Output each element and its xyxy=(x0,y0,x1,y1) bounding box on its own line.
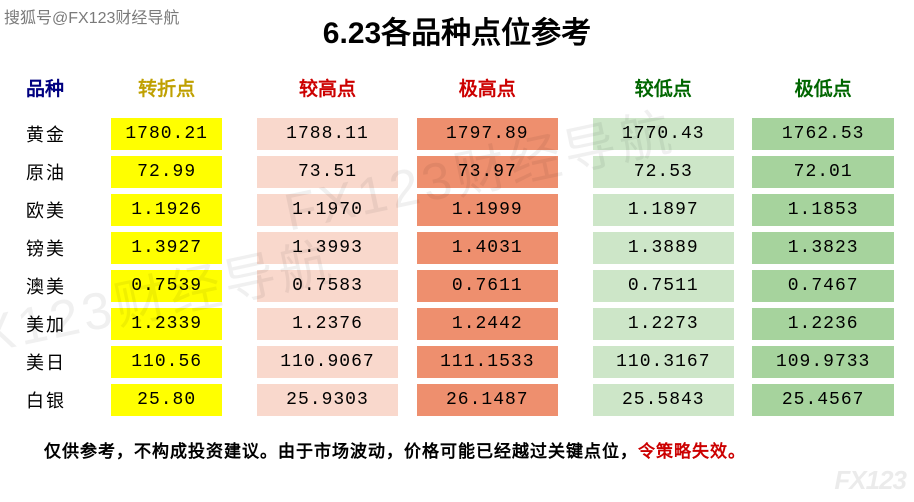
cell-low1: 25.5843 xyxy=(593,381,735,419)
cell-turn: 0.7539 xyxy=(111,267,222,305)
table-row: 黄金 1780.21 1788.11 1797.89 1770.43 1762.53 xyxy=(20,115,894,153)
cell-high1: 1.1970 xyxy=(257,191,399,229)
cell-turn: 110.56 xyxy=(111,343,222,381)
cell-low2: 1762.53 xyxy=(752,115,894,153)
cell-name: 黄金 xyxy=(20,115,93,153)
col-header-high1: 较高点 xyxy=(257,68,399,115)
cell-name: 美加 xyxy=(20,305,93,343)
cell-low2: 1.3823 xyxy=(752,229,894,267)
cell-low2: 109.9733 xyxy=(752,343,894,381)
footnote-main: 仅供参考，不构成投资建议。由于市场波动，价格可能已经越过关键点位， xyxy=(44,442,638,461)
cell-low1: 1.2273 xyxy=(593,305,735,343)
cell-name: 镑美 xyxy=(20,229,93,267)
col-header-turn: 转折点 xyxy=(111,68,222,115)
cell-low2: 1.1853 xyxy=(752,191,894,229)
table-row: 澳美 0.7539 0.7583 0.7611 0.7511 0.7467 xyxy=(20,267,894,305)
cell-turn: 72.99 xyxy=(111,153,222,191)
cell-high1: 0.7583 xyxy=(257,267,399,305)
table-row: 原油 72.99 73.51 73.97 72.53 72.01 xyxy=(20,153,894,191)
cell-high1: 73.51 xyxy=(257,153,399,191)
cell-high1: 25.9303 xyxy=(257,381,399,419)
cell-turn: 1.1926 xyxy=(111,191,222,229)
source-label: 搜狐号@FX123财经导航 xyxy=(4,4,179,28)
cell-low1: 110.3167 xyxy=(593,343,735,381)
cell-low1: 1770.43 xyxy=(593,115,735,153)
col-header-low2: 极低点 xyxy=(752,68,894,115)
price-table-wrap: 品种转折点较高点极高点较低点极低点 黄金 1780.21 1788.11 1797.8… xyxy=(0,68,914,419)
corner-brand: FX123 xyxy=(834,465,906,496)
cell-name: 美日 xyxy=(20,343,93,381)
cell-low1: 0.7511 xyxy=(593,267,735,305)
cell-low1: 1.1897 xyxy=(593,191,735,229)
cell-high2: 1.4031 xyxy=(417,229,559,267)
table-row: 美日 110.56 110.9067 111.1533 110.3167 109.9733 xyxy=(20,343,894,381)
cell-high1: 1.3993 xyxy=(257,229,399,267)
cell-low2: 1.2236 xyxy=(752,305,894,343)
cell-high2: 1797.89 xyxy=(417,115,559,153)
table-body: 黄金 1780.21 1788.11 1797.89 1770.43 1762.53 原油 7… xyxy=(20,115,894,419)
cell-high2: 1.2442 xyxy=(417,305,559,343)
cell-low1: 72.53 xyxy=(593,153,735,191)
cell-high2: 111.1533 xyxy=(417,343,559,381)
cell-name: 原油 xyxy=(20,153,93,191)
cell-turn: 1780.21 xyxy=(111,115,222,153)
cell-name: 澳美 xyxy=(20,267,93,305)
table-row: 美加 1.2339 1.2376 1.2442 1.2273 1.2236 xyxy=(20,305,894,343)
cell-high2: 73.97 xyxy=(417,153,559,191)
footnote-warn: 令策略失效。 xyxy=(638,442,746,461)
cell-high2: 0.7611 xyxy=(417,267,559,305)
cell-turn: 1.2339 xyxy=(111,305,222,343)
footnote: 仅供参考，不构成投资建议。由于市场波动，价格可能已经越过关键点位，令策略失效。 xyxy=(0,419,914,462)
price-table: 品种转折点较高点极高点较低点极低点 黄金 1780.21 1788.11 1797.8… xyxy=(20,68,894,419)
cell-high2: 26.1487 xyxy=(417,381,559,419)
cell-name: 欧美 xyxy=(20,191,93,229)
cell-low1: 1.3889 xyxy=(593,229,735,267)
cell-low2: 0.7467 xyxy=(752,267,894,305)
cell-high1: 1.2376 xyxy=(257,305,399,343)
cell-name: 白银 xyxy=(20,381,93,419)
cell-high1: 1788.11 xyxy=(257,115,399,153)
col-header-name: 品种 xyxy=(20,68,93,115)
col-header-low1: 较低点 xyxy=(593,68,735,115)
cell-high1: 110.9067 xyxy=(257,343,399,381)
cell-low2: 25.4567 xyxy=(752,381,894,419)
cell-turn: 1.3927 xyxy=(111,229,222,267)
cell-high2: 1.1999 xyxy=(417,191,559,229)
table-row: 白银 25.80 25.9303 26.1487 25.5843 25.4567 xyxy=(20,381,894,419)
table-head: 品种转折点较高点极高点较低点极低点 xyxy=(20,68,894,115)
cell-turn: 25.80 xyxy=(111,381,222,419)
table-row: 欧美 1.1926 1.1970 1.1999 1.1897 1.1853 xyxy=(20,191,894,229)
table-row: 镑美 1.3927 1.3993 1.4031 1.3889 1.3823 xyxy=(20,229,894,267)
col-header-high2: 极高点 xyxy=(417,68,559,115)
cell-low2: 72.01 xyxy=(752,153,894,191)
